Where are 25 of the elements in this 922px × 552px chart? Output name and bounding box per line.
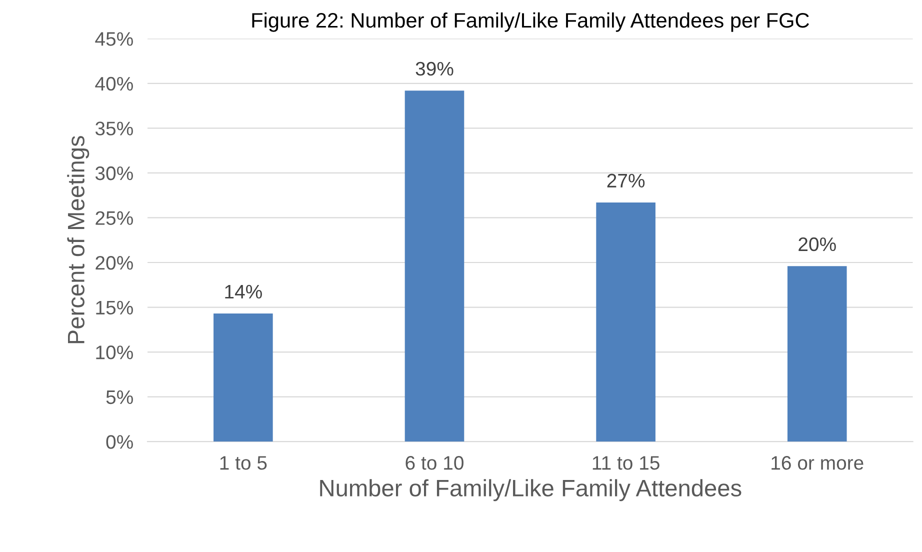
y-tick-label: 20% [96, 256, 133, 270]
bar [596, 202, 656, 442]
y-tick-label: 10% [96, 346, 133, 360]
data-label: 27% [607, 174, 645, 188]
bar [404, 90, 464, 442]
x-tick-label: 11 to 15 [592, 456, 660, 470]
data-label: 14% [225, 284, 262, 299]
y-tick-label: 45% [95, 32, 133, 46]
y-tick-label: 35% [95, 122, 133, 136]
x-tick-label: 1 to 5 [220, 456, 267, 470]
y-tick-label: 0% [106, 435, 133, 449]
x-tick-label: 6 to 10 [406, 456, 464, 470]
bar [214, 314, 273, 442]
bar [787, 266, 847, 442]
y-tick-label: 15% [96, 300, 133, 315]
x-axis-title: Number of Family/Like Family Attendees [320, 479, 742, 502]
y-tick-label: 40% [95, 76, 133, 91]
y-tick-label: 30% [95, 166, 133, 180]
chart-title: Figure 22: Number of Family/Like Family Attendees per FGC [252, 12, 809, 32]
x-tick-label: 16 or more [772, 456, 864, 470]
y-tick-label: 25% [96, 211, 133, 225]
y-axis-title: Percent of Meetings [67, 136, 90, 344]
y-tick-label: 5% [106, 390, 133, 404]
data-label: 20% [798, 237, 836, 252]
data-label: 39% [416, 62, 454, 76]
